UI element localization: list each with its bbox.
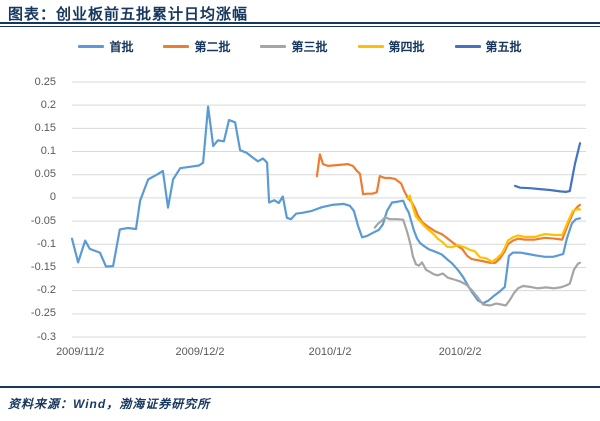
y-tick-label: 0.25 [34, 75, 56, 88]
x-tick-label: 2009/12/2 [175, 346, 225, 358]
x-tick-label: 2009/11/2 [56, 346, 105, 358]
legend-item-3: 第四批 [357, 38, 425, 55]
y-tick-label: 0.05 [34, 168, 56, 181]
y-tick-label: -0.3 [37, 330, 56, 343]
legend-label: 首批 [109, 40, 134, 54]
series-line-0 [70, 105, 582, 305]
title-underline-thin [0, 26, 600, 27]
legend-label: 第五批 [485, 40, 522, 54]
legend-label: 第三批 [291, 40, 328, 54]
series-line-3 [406, 194, 582, 263]
legend-line-swatch-icon [163, 45, 190, 48]
page-title: 图表：创业板前五批累计日均涨幅 [8, 6, 249, 23]
title-underline-thick [0, 22, 600, 24]
legend-item-0: 首批 [78, 38, 133, 55]
series-line-2 [373, 216, 582, 307]
legend-line-swatch-icon [78, 45, 105, 48]
legend-label: 第二批 [194, 40, 231, 54]
y-tick-label: -0.05 [30, 214, 56, 227]
series-line-4 [513, 142, 582, 193]
x-tick-label: 2010/2/2 [438, 346, 482, 358]
legend-item-1: 第二批 [163, 38, 230, 55]
y-tick-label: -0.1 [37, 237, 56, 250]
legend-line-swatch-icon [260, 45, 287, 48]
legend-item-4: 第五批 [454, 38, 522, 55]
chart-legend: 首批 第二批 第三批 第四批 第五批 [0, 38, 600, 55]
y-tick-label: 0 [49, 191, 56, 204]
y-tick-label: -0.25 [30, 307, 56, 320]
legend-line-swatch-icon [454, 45, 481, 48]
series-line-1 [315, 153, 582, 264]
legend-label: 第四批 [388, 40, 425, 54]
y-tick-label: 0.15 [34, 121, 56, 134]
y-tick-label: -0.15 [30, 260, 56, 273]
y-tick-label: 0.1 [40, 145, 56, 158]
legend-item-2: 第三批 [260, 38, 328, 55]
x-tick-label: 2010/1/2 [308, 346, 352, 358]
legend-line-swatch-icon [357, 45, 384, 48]
y-tick-label: 0.2 [40, 98, 56, 111]
footer-divider [0, 386, 600, 388]
source-note: 资料来源：Wind，渤海证券研究所 [8, 397, 211, 411]
y-tick-label: -0.2 [37, 284, 56, 297]
